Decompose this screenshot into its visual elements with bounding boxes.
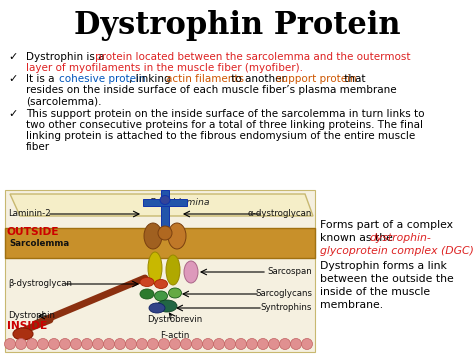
Circle shape <box>280 339 291 350</box>
Text: α-dystroglycan: α-dystroglycan <box>247 209 312 218</box>
Text: to another: to another <box>228 74 289 84</box>
Circle shape <box>301 339 312 350</box>
Text: OUTSIDE: OUTSIDE <box>7 227 60 237</box>
Ellipse shape <box>184 261 198 283</box>
Text: , linking: , linking <box>129 74 174 84</box>
Text: linking protein is attached to the fibrous endomysium of the entire muscle: linking protein is attached to the fibro… <box>26 131 415 141</box>
Text: Sarcolemma: Sarcolemma <box>9 239 69 247</box>
Text: Dystrobrevin: Dystrobrevin <box>147 316 202 324</box>
Ellipse shape <box>13 328 33 340</box>
Ellipse shape <box>168 223 186 249</box>
Text: Sarcoglycans: Sarcoglycans <box>255 289 312 299</box>
Text: Dystrophin Protein: Dystrophin Protein <box>73 10 401 41</box>
Text: protein located between the sarcolemma and the outermost: protein located between the sarcolemma a… <box>95 52 410 62</box>
Circle shape <box>126 339 137 350</box>
Circle shape <box>246 339 257 350</box>
Circle shape <box>181 339 191 350</box>
Text: Dystrophin is a: Dystrophin is a <box>26 52 108 62</box>
Ellipse shape <box>166 255 180 285</box>
Circle shape <box>4 339 16 350</box>
Bar <box>5 228 315 258</box>
Ellipse shape <box>149 303 165 313</box>
Text: ✓: ✓ <box>8 109 18 119</box>
Circle shape <box>103 339 115 350</box>
Circle shape <box>170 339 181 350</box>
Text: dystrophin-: dystrophin- <box>370 233 432 243</box>
Text: Basal lamina: Basal lamina <box>150 198 210 207</box>
Circle shape <box>268 339 280 350</box>
Text: membrane.: membrane. <box>320 300 383 310</box>
Ellipse shape <box>140 289 154 299</box>
Circle shape <box>37 339 48 350</box>
Text: that: that <box>341 74 365 84</box>
Text: actin filaments: actin filaments <box>166 74 244 84</box>
Text: Forms part of a complex: Forms part of a complex <box>320 220 453 230</box>
Ellipse shape <box>160 196 170 204</box>
Text: It is a: It is a <box>26 74 58 84</box>
Text: Sarcospan: Sarcospan <box>267 268 312 277</box>
Text: β-dystroglycan: β-dystroglycan <box>8 279 72 289</box>
Text: ✓: ✓ <box>8 52 18 62</box>
Text: inside of the muscle: inside of the muscle <box>320 287 430 297</box>
Circle shape <box>202 339 213 350</box>
Circle shape <box>137 339 147 350</box>
Ellipse shape <box>144 223 162 249</box>
Circle shape <box>82 339 92 350</box>
Text: resides on the inside surface of each muscle fiber’s plasma membrane: resides on the inside surface of each mu… <box>26 85 397 95</box>
Circle shape <box>115 339 126 350</box>
Text: Laminin-2: Laminin-2 <box>8 209 51 218</box>
Ellipse shape <box>140 278 154 286</box>
Ellipse shape <box>158 226 172 240</box>
Text: This support protein on the inside surface of the sarcolemma in turn links to: This support protein on the inside surfa… <box>26 109 425 119</box>
Text: layer of myofilaments in the muscle fiber (myofiber).: layer of myofilaments in the muscle fibe… <box>26 63 303 73</box>
Bar <box>161 190 169 226</box>
Circle shape <box>71 339 82 350</box>
Bar <box>5 190 315 352</box>
Circle shape <box>213 339 225 350</box>
Text: two other consecutive proteins for a total of three linking proteins. The final: two other consecutive proteins for a tot… <box>26 120 423 130</box>
Text: support protein: support protein <box>276 74 357 84</box>
Text: known as the: known as the <box>320 233 396 243</box>
Circle shape <box>48 339 60 350</box>
Text: F-actin: F-actin <box>160 332 190 340</box>
Circle shape <box>236 339 246 350</box>
Text: INSIDE: INSIDE <box>7 321 47 331</box>
Circle shape <box>191 339 202 350</box>
Text: Dystrophin: Dystrophin <box>8 311 55 321</box>
Ellipse shape <box>155 291 167 301</box>
Ellipse shape <box>155 279 167 289</box>
Text: (sarcolemma).: (sarcolemma). <box>26 96 101 106</box>
Polygon shape <box>10 194 313 216</box>
Ellipse shape <box>157 300 177 312</box>
Text: between the outside the: between the outside the <box>320 274 454 284</box>
Text: cohesive protein: cohesive protein <box>59 74 146 84</box>
Text: glycoprotein complex (DGC).: glycoprotein complex (DGC). <box>320 246 474 256</box>
Bar <box>143 199 187 206</box>
Circle shape <box>27 339 37 350</box>
Circle shape <box>60 339 71 350</box>
Circle shape <box>16 339 27 350</box>
Circle shape <box>158 339 170 350</box>
Circle shape <box>291 339 301 350</box>
Circle shape <box>257 339 268 350</box>
Circle shape <box>92 339 103 350</box>
Text: Syntrophins: Syntrophins <box>261 304 312 312</box>
Circle shape <box>225 339 236 350</box>
Text: Dystrophin forms a link: Dystrophin forms a link <box>320 261 447 271</box>
Circle shape <box>147 339 158 350</box>
Text: fiber: fiber <box>26 142 50 152</box>
Ellipse shape <box>168 288 182 298</box>
Ellipse shape <box>148 252 162 284</box>
Text: ✓: ✓ <box>8 74 18 84</box>
